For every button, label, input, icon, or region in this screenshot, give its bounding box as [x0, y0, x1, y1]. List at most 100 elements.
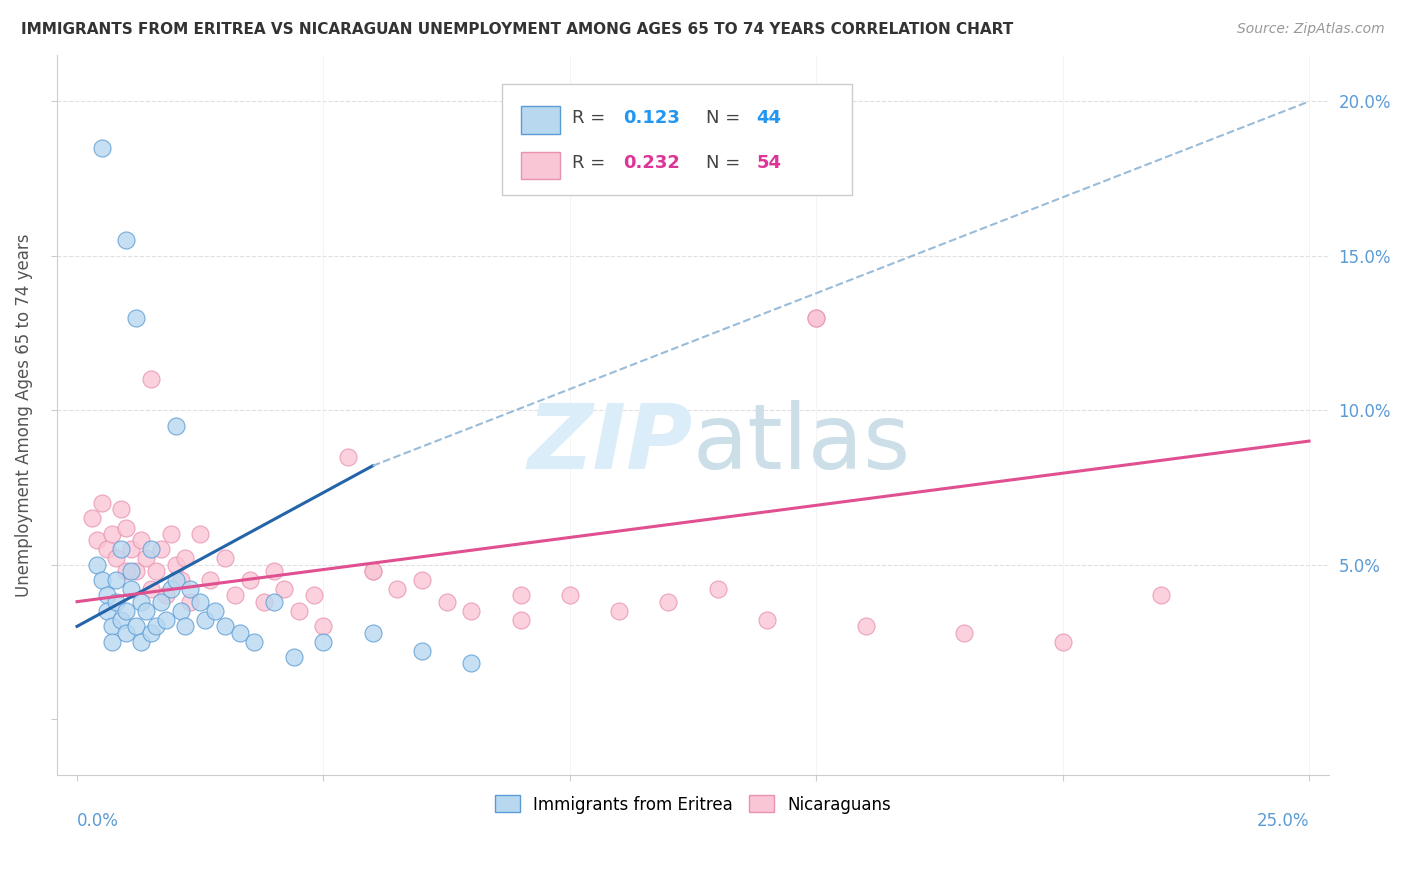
Point	[139, 372, 162, 386]
Point	[90, 141, 112, 155]
Point	[169, 604, 191, 618]
Point	[105, 551, 128, 566]
Point	[288, 604, 311, 618]
Text: 0.123: 0.123	[623, 109, 681, 127]
Point	[139, 542, 162, 557]
Point	[149, 595, 172, 609]
Point	[509, 613, 531, 627]
Point	[129, 595, 152, 609]
Point	[460, 604, 482, 618]
Point	[460, 657, 482, 671]
Point	[228, 625, 250, 640]
Point	[953, 625, 976, 640]
Point	[165, 573, 187, 587]
Point	[273, 582, 295, 597]
Point	[120, 564, 142, 578]
Point	[86, 533, 108, 547]
Point	[361, 564, 384, 578]
Point	[96, 604, 118, 618]
Point	[706, 582, 728, 597]
Point	[188, 595, 211, 609]
Legend: Immigrants from Eritrea, Nicaraguans: Immigrants from Eritrea, Nicaraguans	[488, 789, 898, 820]
Point	[100, 526, 122, 541]
Point	[607, 604, 630, 618]
Point	[238, 573, 260, 587]
Text: Source: ZipAtlas.com: Source: ZipAtlas.com	[1237, 22, 1385, 37]
Point	[105, 573, 128, 587]
Text: N =: N =	[706, 109, 745, 127]
Point	[125, 310, 148, 325]
Point	[165, 558, 187, 572]
Point	[159, 526, 181, 541]
Point	[174, 551, 197, 566]
Point	[145, 619, 167, 633]
Point	[110, 542, 132, 557]
Point	[198, 573, 221, 587]
Point	[80, 511, 103, 525]
Point	[115, 234, 138, 248]
Point	[411, 644, 433, 658]
Text: 0.232: 0.232	[623, 154, 681, 172]
FancyBboxPatch shape	[522, 152, 560, 179]
Point	[263, 595, 285, 609]
Y-axis label: Unemployment Among Ages 65 to 74 years: Unemployment Among Ages 65 to 74 years	[15, 233, 32, 597]
Point	[125, 619, 148, 633]
Point	[139, 582, 162, 597]
Point	[855, 619, 877, 633]
Point	[115, 625, 138, 640]
Text: N =: N =	[706, 154, 745, 172]
Point	[1052, 635, 1074, 649]
Point	[129, 635, 152, 649]
Point	[558, 589, 581, 603]
Point	[312, 619, 335, 633]
Text: 54: 54	[756, 154, 782, 172]
Point	[194, 613, 217, 627]
Point	[129, 533, 152, 547]
Point	[188, 526, 211, 541]
Text: 0.0%: 0.0%	[77, 812, 120, 830]
Point	[155, 613, 177, 627]
Point	[436, 595, 458, 609]
Point	[337, 450, 360, 464]
Point	[110, 502, 132, 516]
Point	[155, 589, 177, 603]
Point	[1150, 589, 1173, 603]
Point	[243, 635, 266, 649]
Point	[135, 551, 157, 566]
Point	[96, 589, 118, 603]
Point	[263, 564, 285, 578]
Point	[806, 310, 828, 325]
Point	[165, 418, 187, 433]
Point	[90, 496, 112, 510]
Point	[361, 564, 384, 578]
Point	[179, 595, 201, 609]
Text: ZIP: ZIP	[527, 400, 693, 488]
Text: R =: R =	[572, 154, 612, 172]
Point	[139, 625, 162, 640]
Point	[120, 582, 142, 597]
Point	[149, 542, 172, 557]
Point	[179, 582, 201, 597]
Point	[105, 595, 128, 609]
Point	[110, 613, 132, 627]
Point	[115, 564, 138, 578]
Point	[509, 589, 531, 603]
Point	[204, 604, 226, 618]
Point	[283, 650, 305, 665]
Point	[302, 589, 325, 603]
Point	[174, 619, 197, 633]
Point	[159, 582, 181, 597]
Point	[115, 604, 138, 618]
Text: atlas: atlas	[693, 400, 911, 488]
Point	[755, 613, 778, 627]
Text: 25.0%: 25.0%	[1257, 812, 1309, 830]
FancyBboxPatch shape	[522, 106, 560, 134]
Text: IMMIGRANTS FROM ERITREA VS NICARAGUAN UNEMPLOYMENT AMONG AGES 65 TO 74 YEARS COR: IMMIGRANTS FROM ERITREA VS NICARAGUAN UN…	[21, 22, 1014, 37]
Point	[145, 564, 167, 578]
Text: R =: R =	[572, 109, 612, 127]
Point	[86, 558, 108, 572]
Point	[120, 542, 142, 557]
Point	[411, 573, 433, 587]
Point	[135, 604, 157, 618]
Point	[806, 310, 828, 325]
